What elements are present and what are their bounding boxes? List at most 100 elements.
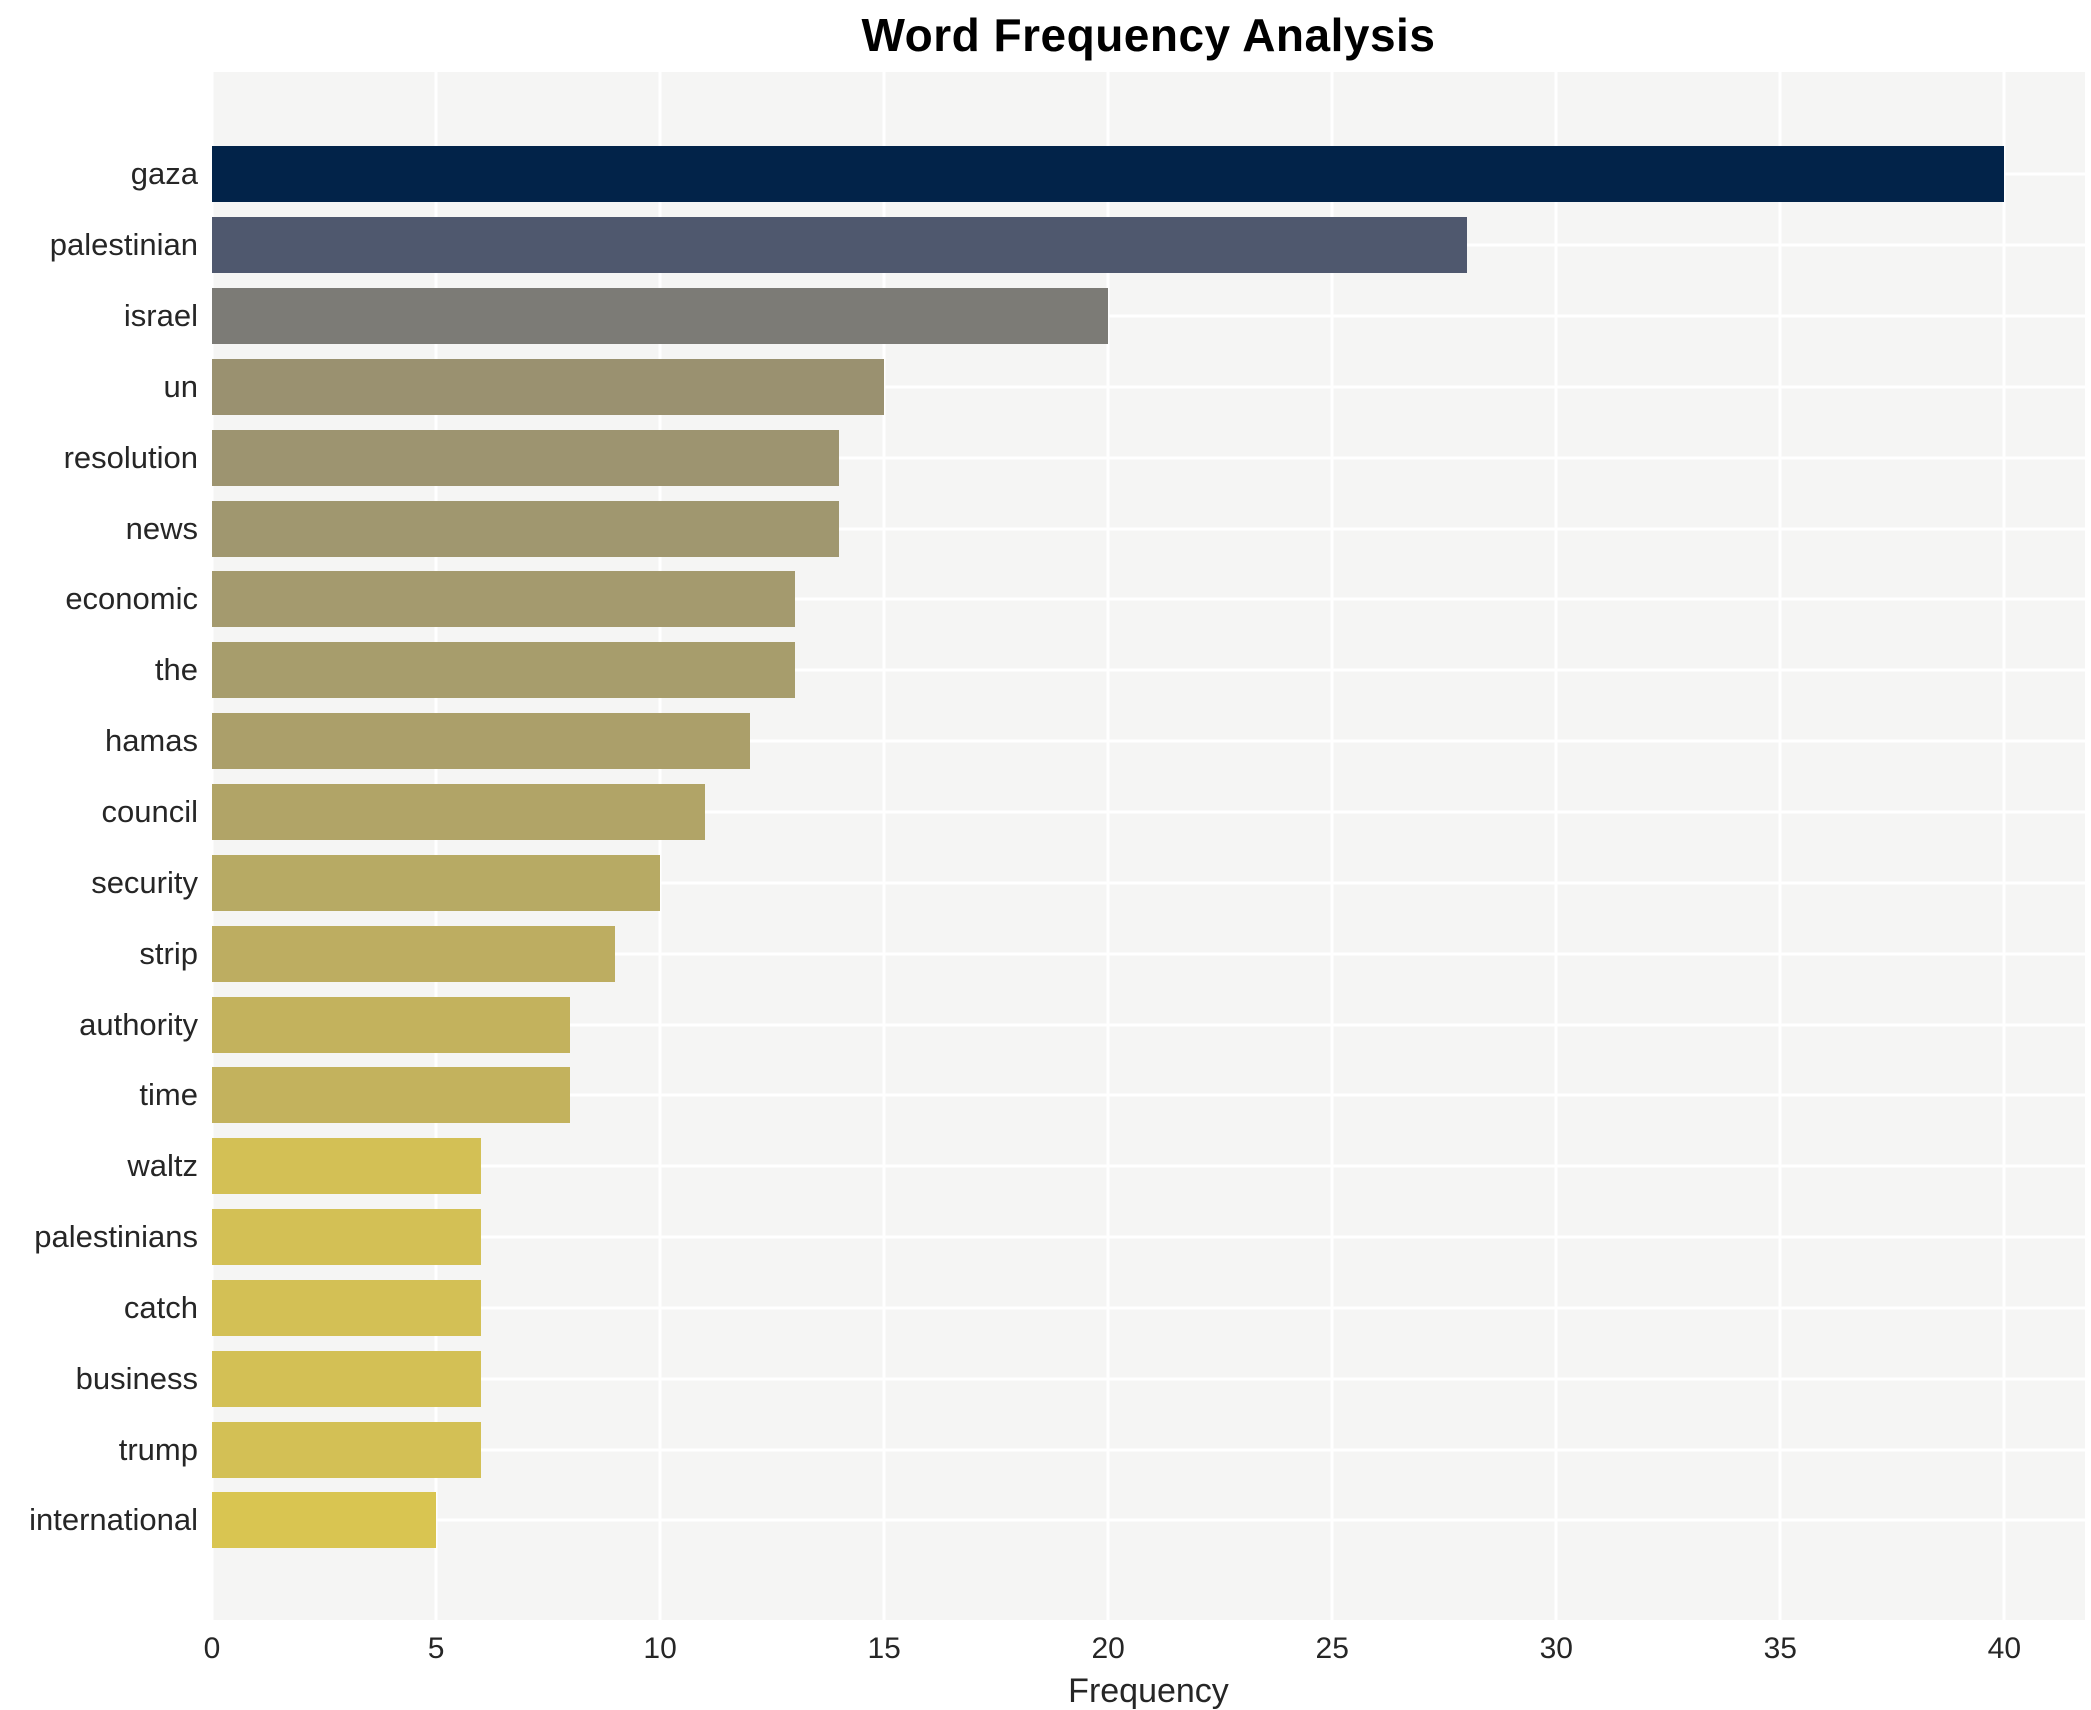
category-label-business: business: [75, 1360, 198, 1396]
bar-row-hamas: [212, 706, 2085, 777]
gridline-x-35: [1778, 72, 1782, 1620]
bar-row-israel: [212, 281, 2085, 352]
category-label-economic: economic: [65, 581, 198, 617]
category-label-news: news: [125, 510, 198, 546]
gridline-y: [212, 1164, 2085, 1168]
bar-un: [212, 358, 885, 415]
bar-row-palestinians: [212, 1202, 2085, 1273]
gridline-x-40: [2002, 72, 2006, 1620]
bar-row-un: [212, 352, 2085, 423]
gridline-y: [212, 527, 2085, 531]
bar-hamas: [212, 713, 750, 770]
x-tick-label-0: 0: [203, 1632, 221, 1665]
gridline-x-15: [882, 72, 886, 1620]
category-label-waltz: waltz: [127, 1148, 198, 1184]
bar-row-security: [212, 847, 2085, 918]
category-label-the: the: [154, 652, 198, 688]
category-label-trump: trump: [118, 1431, 198, 1467]
category-label-strip: strip: [139, 935, 198, 971]
x-tick-label-5: 5: [427, 1632, 445, 1665]
category-label-palestinians: palestinians: [34, 1219, 198, 1255]
bar-palestinians: [212, 1209, 481, 1266]
bar-economic: [212, 571, 795, 628]
bar-strip: [212, 925, 616, 982]
x-tick-label-25: 25: [1315, 1632, 1349, 1665]
x-tick-label-20: 20: [1091, 1632, 1125, 1665]
bar-authority: [212, 996, 571, 1053]
gridline-x-30: [1554, 72, 1558, 1620]
bar-business: [212, 1350, 481, 1407]
plot-area: [210, 72, 2085, 1620]
bar-row-palestinian: [212, 210, 2085, 281]
bar-time: [212, 1067, 571, 1124]
bar-row-trump: [212, 1414, 2085, 1485]
bar-israel: [212, 288, 1109, 345]
bar-row-strip: [212, 918, 2085, 989]
category-label-catch: catch: [123, 1289, 198, 1325]
bar-international: [212, 1492, 437, 1549]
category-label-gaza: gaza: [130, 156, 198, 192]
x-tick-label-40: 40: [1987, 1632, 2022, 1665]
gridline-x-10: [658, 72, 662, 1620]
gridline-x-20: [1106, 72, 1110, 1620]
x-tick-label-15: 15: [867, 1632, 901, 1665]
gridline-x-0: [210, 72, 214, 1620]
bar-catch: [212, 1279, 481, 1336]
gridline-y: [212, 1023, 2085, 1027]
gridline-y: [212, 668, 2085, 672]
bar-rows: [212, 72, 2085, 1620]
y-axis-labels: gaza palestinian israel un resolution news eco…: [0, 72, 198, 1620]
bar-row-catch: [212, 1273, 2085, 1344]
category-label-council: council: [101, 794, 199, 830]
category-label-international: international: [29, 1502, 198, 1538]
bar-row-business: [212, 1343, 2085, 1414]
bar-row-authority: [212, 989, 2085, 1060]
gridline-x-5: [434, 72, 438, 1620]
gridline-y: [212, 1518, 2085, 1522]
bar-security: [212, 854, 661, 911]
chart-title: Word Frequency Analysis: [861, 9, 1436, 61]
bar-row-gaza: [212, 139, 2085, 210]
category-label-israel: israel: [123, 298, 198, 334]
gridline-y: [212, 385, 2085, 389]
x-tick-label-30: 30: [1539, 1632, 1573, 1665]
bar-row-news: [212, 493, 2085, 564]
category-label-un: un: [163, 368, 198, 404]
bar-row-waltz: [212, 1131, 2085, 1202]
category-label-security: security: [91, 864, 198, 900]
x-axis-title: Frequency: [1068, 1672, 1229, 1710]
bar-row-the: [212, 635, 2085, 706]
category-label-resolution: resolution: [63, 439, 198, 475]
bar-row-resolution: [212, 422, 2085, 493]
x-axis-ticks: 0 5 10 15 20 25 30 35 40: [204, 1632, 2085, 1672]
bar-trump: [212, 1421, 481, 1478]
gridline-y: [212, 1235, 2085, 1239]
category-label-hamas: hamas: [104, 723, 198, 759]
bar-row-council: [212, 777, 2085, 848]
category-label-authority: authority: [79, 1006, 198, 1042]
bar-news: [212, 500, 840, 557]
x-tick-label-10: 10: [643, 1632, 677, 1665]
gridline-y: [212, 456, 2085, 460]
gridline-y: [212, 1093, 2085, 1097]
bar-row-international: [212, 1485, 2085, 1556]
gridline-y: [212, 739, 2085, 743]
category-label-palestinian: palestinian: [49, 227, 198, 263]
bar-row-time: [212, 1060, 2085, 1131]
x-tick-label-35: 35: [1763, 1632, 1797, 1665]
gridline-y: [212, 1306, 2085, 1310]
bar-row-economic: [212, 564, 2085, 635]
gridline-y: [212, 1448, 2085, 1452]
gridline-x-25: [1330, 72, 1334, 1620]
bar-gaza: [212, 146, 2005, 203]
bar-the: [212, 642, 795, 699]
bar-waltz: [212, 1138, 481, 1195]
gridline-y: [212, 1377, 2085, 1381]
bar-council: [212, 784, 705, 841]
gridline-y: [212, 881, 2085, 885]
category-label-time: time: [139, 1077, 198, 1113]
gridline-y: [212, 597, 2085, 601]
gridline-y: [212, 952, 2085, 956]
bar-palestinian: [212, 217, 1467, 274]
